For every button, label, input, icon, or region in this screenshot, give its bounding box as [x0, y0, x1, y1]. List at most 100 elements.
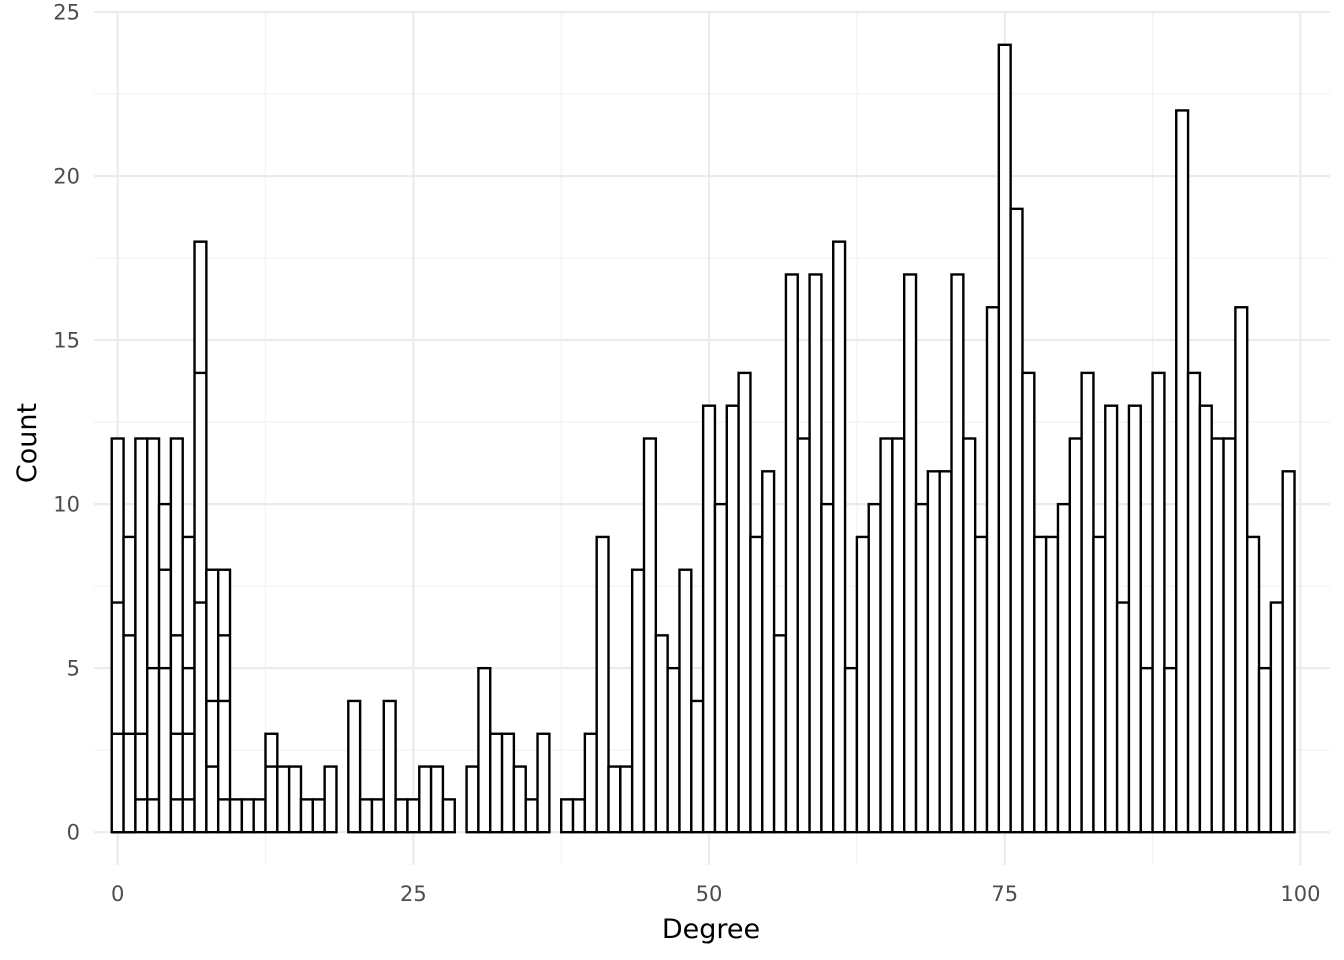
histogram-bar: [1056, 502, 1071, 834]
histogram-bar: [311, 798, 326, 834]
tick-labels: 0 25 50 75 100 0 5 10 15 20 25: [53, 1, 1320, 907]
y-tick-label: 15: [53, 329, 80, 353]
histogram-bar: [666, 666, 681, 834]
histogram-bar: [950, 273, 965, 834]
histogram-bar: [903, 273, 918, 834]
histogram-bar: [181, 535, 196, 834]
histogram-bar: [465, 765, 480, 834]
histogram-bar: [1246, 535, 1261, 834]
histogram-bar: [642, 437, 658, 834]
histogram-bar: [832, 240, 847, 834]
histogram-bar: [855, 535, 870, 834]
x-tick-label: 0: [111, 882, 124, 906]
histogram-bar: [630, 568, 646, 834]
histogram-bar: [1139, 666, 1154, 834]
histogram-bar: [370, 798, 385, 834]
histogram-bar: [879, 437, 894, 834]
histogram-bar: [1210, 437, 1225, 834]
histogram-bar: [891, 437, 906, 834]
histogram-bar: [784, 273, 799, 834]
histogram-bar: [1104, 404, 1119, 834]
histogram-bar: [583, 732, 598, 834]
histogram-bar: [867, 502, 882, 834]
histogram-bar: [1281, 470, 1296, 834]
histogram-bar: [228, 798, 244, 834]
histogram-bar: [1009, 207, 1024, 834]
histogram-bar: [1175, 109, 1190, 834]
histogram-bar: [559, 798, 575, 834]
histogram-bar: [701, 404, 717, 834]
histogram-bar: [1163, 666, 1178, 834]
histogram-bar: [761, 470, 776, 834]
histogram-bar: [985, 306, 1001, 834]
x-axis-title: Degree: [662, 914, 760, 945]
histogram-bar: [276, 765, 291, 834]
histogram-bar: [1092, 535, 1107, 834]
histogram-bar: [323, 765, 338, 834]
histogram-bar: [678, 568, 693, 834]
histogram-bar: [394, 798, 409, 834]
histogram-bar: [146, 437, 161, 834]
histogram-bar: [1080, 371, 1095, 834]
histogram-bar: [1044, 535, 1060, 834]
histogram-bar: [134, 437, 149, 834]
histogram-bar: [973, 535, 989, 834]
histogram-bar: [252, 798, 267, 834]
histogram-bar: [441, 798, 456, 834]
x-tick-label: 25: [400, 882, 427, 906]
histogram-bar: [477, 666, 492, 834]
bars: [110, 43, 1296, 834]
histogram-bar: [737, 371, 752, 834]
y-tick-label: 10: [53, 493, 80, 517]
y-tick-label: 20: [53, 165, 80, 189]
histogram-bar: [1186, 371, 1202, 834]
histogram-bar: [938, 470, 953, 834]
histogram-bar: [1257, 666, 1273, 834]
histogram-bar: [808, 273, 823, 834]
histogram-bar: [571, 798, 587, 834]
histogram-bar: [287, 765, 303, 834]
histogram-bar: [512, 765, 527, 834]
histogram-bar: [240, 798, 255, 834]
histogram-bar: [358, 798, 374, 834]
x-tick-label: 100: [1280, 882, 1320, 906]
histogram-bar: [713, 502, 728, 834]
histogram-bar: [962, 437, 977, 834]
y-axis-title: Count: [12, 403, 43, 483]
y-tick-label: 0: [67, 821, 80, 845]
histogram-bar: [749, 535, 764, 834]
histogram-bar: [1151, 371, 1166, 834]
histogram-bar: [1021, 371, 1036, 834]
histogram-bar: [536, 732, 551, 834]
x-tick-label: 75: [991, 882, 1018, 906]
histogram-bar: [347, 699, 362, 834]
histogram-bar: [500, 732, 516, 834]
histogram-bar: [406, 798, 421, 834]
histogram-bar: [595, 535, 610, 834]
histogram-bar: [1115, 601, 1131, 834]
histogram-bar: [1234, 306, 1249, 834]
histogram-bar: [1222, 437, 1237, 834]
histogram-bar: [1033, 535, 1048, 834]
histogram-bar: [914, 502, 930, 834]
histogram-bar: [843, 666, 859, 834]
histogram-bar: [429, 765, 445, 834]
y-tick-label: 25: [53, 1, 80, 25]
x-tick-label: 50: [696, 882, 723, 906]
histogram-bar: [619, 765, 634, 834]
histogram-bar: [820, 502, 835, 834]
histogram-bar: [772, 634, 788, 834]
y-tick-label: 5: [67, 657, 80, 681]
histogram-bar: [418, 765, 433, 834]
histogram-bar: [1198, 404, 1213, 834]
histogram-bar: [110, 437, 125, 834]
histogram-bar: [926, 470, 941, 834]
histogram-bar: [997, 43, 1012, 834]
histogram-bar: [122, 535, 137, 834]
histogram-bar: [524, 798, 539, 834]
histogram-bar: [1068, 437, 1083, 834]
histogram-bar: [489, 732, 504, 834]
histogram-bar: [654, 634, 669, 834]
histogram-bar: [382, 699, 397, 834]
